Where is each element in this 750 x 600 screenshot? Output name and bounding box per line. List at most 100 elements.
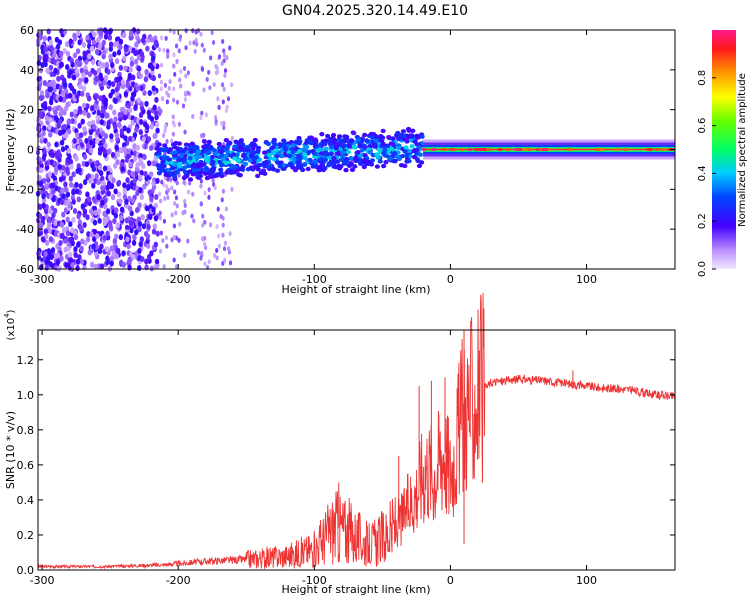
spectrogram-y-label: Frequency (Hz): [4, 109, 17, 192]
spectrogram-cell: [146, 223, 151, 230]
spectrogram-cell: [222, 246, 227, 252]
spectrogram-cell: [144, 264, 149, 271]
spectrogram-cell: [318, 157, 324, 162]
spectrogram-cell: [131, 239, 137, 246]
spectrogram-cell: [101, 62, 106, 69]
spectrogram-cell: [184, 90, 188, 96]
spectrogram-cell: [65, 230, 71, 237]
spectrogram-cell: [49, 254, 54, 261]
spectrogram-cell: [183, 198, 187, 204]
spectrogram-cell: [141, 136, 146, 143]
spectrogram-cell: [136, 97, 141, 104]
spectrogram-y-tick-label: 20: [20, 104, 34, 117]
spectrogram-cell: [172, 150, 178, 155]
spectrogram-cell: [71, 188, 77, 195]
spectrogram-cell: [80, 238, 85, 245]
colorbar-tick-label: 0.6: [697, 118, 708, 134]
spectrogram-cell: [174, 43, 179, 49]
spectrogram-cell: [167, 85, 171, 91]
spectrogram-cell: [164, 155, 170, 161]
spectrogram-cell: [102, 210, 107, 217]
spectrogram-cell: [203, 143, 210, 148]
spectrogram-cell: [120, 79, 126, 86]
spectrogram-cell: [100, 184, 105, 191]
spectrogram-cell: [204, 112, 208, 118]
spectrogram-cell: [441, 148, 448, 151]
spectrogram-cell: [55, 149, 61, 156]
spectrogram-cell: [113, 212, 119, 219]
spectrogram-cell: [331, 160, 337, 166]
spectrogram-cell: [221, 261, 225, 267]
spectrogram-cell: [61, 227, 67, 234]
spectrogram-cell: [223, 72, 227, 78]
snr-y-tick-label: 0.8: [17, 424, 35, 437]
spectrogram-cell: [97, 43, 103, 50]
spectrogram-cell: [112, 162, 118, 169]
spectrogram-cell: [153, 215, 159, 222]
spectrogram-cell: [136, 54, 142, 61]
spectrogram-cell: [146, 160, 152, 167]
spectrogram-cell: [614, 148, 621, 151]
spectrogram-cell: [100, 107, 106, 114]
spectrogram-cell: [225, 55, 229, 61]
spectrogram-cell: [105, 230, 110, 237]
spectrogram-cell: [72, 52, 78, 59]
spectrogram-cell: [90, 59, 96, 66]
spectrogram-cell: [381, 163, 387, 169]
spectrogram-cell: [72, 137, 77, 144]
spectrogram-cell: [133, 50, 138, 57]
spectrogram-cell: [102, 147, 107, 154]
spectrogram-cell: [149, 195, 154, 202]
spectrogram-cell: [241, 152, 247, 158]
spectrogram-cell: [250, 143, 257, 148]
spectrogram-y-tick-label: 0: [27, 144, 34, 157]
spectrogram-cell: [476, 148, 483, 151]
spectrogram-cell: [38, 94, 44, 101]
spectrogram-cell: [203, 166, 210, 171]
spectrogram-cell: [383, 159, 389, 165]
spectrogram-cell: [412, 139, 418, 144]
spectrogram-cell: [73, 252, 78, 259]
spectrogram-cell: [290, 143, 296, 148]
spectrogram-cell: [81, 41, 87, 48]
spectrogram-cell: [396, 156, 402, 162]
spectrogram-cell: [220, 121, 224, 127]
spectrogram-cell: [55, 252, 61, 259]
spectrogram-cell: [197, 174, 203, 179]
spectrogram-cell: [415, 135, 421, 140]
spectrogram-cell: [138, 153, 143, 160]
spectrogram-cell: [114, 253, 119, 260]
spectrogram-x-label: Height of straight line (km): [281, 283, 430, 296]
spectrogram-cell: [196, 250, 201, 256]
spectrogram-cell: [154, 121, 160, 128]
spectrogram-cell: [67, 118, 72, 125]
spectrogram-cell: [75, 48, 81, 55]
spectrogram-cell: [217, 104, 221, 110]
spectrogram-cell: [145, 242, 151, 249]
spectrogram-cell: [63, 246, 68, 253]
spectrogram-cell: [222, 48, 226, 54]
spectrogram-cell: [101, 180, 106, 187]
spectrogram-cell: [361, 158, 367, 164]
spectrogram-cell: [86, 95, 92, 102]
spectrogram-cell: [89, 231, 94, 238]
spectrogram-cell: [106, 164, 111, 171]
spectrogram-cell: [76, 213, 81, 220]
spectrogram-cell: [132, 155, 138, 162]
spectrogram-cell: [155, 177, 160, 184]
spectrogram-cell: [46, 28, 51, 35]
spectrogram-cell: [162, 218, 167, 224]
spectrogram-cell: [154, 96, 159, 103]
spectrogram-cell: [61, 211, 66, 218]
spectrogram-cell: [97, 164, 103, 171]
spectrogram-cell: [139, 85, 144, 92]
spectrogram-cell: [402, 149, 408, 154]
spectrogram-cell: [42, 57, 48, 64]
spectrogram-cell: [103, 97, 109, 104]
spectrogram-cell: [237, 172, 243, 178]
spectrogram-cell: [58, 118, 63, 125]
spectrogram-cell: [139, 101, 144, 108]
colorbar-gradient: [712, 30, 736, 269]
spectrogram-cell: [211, 40, 216, 46]
spectrogram-cell: [85, 142, 91, 149]
